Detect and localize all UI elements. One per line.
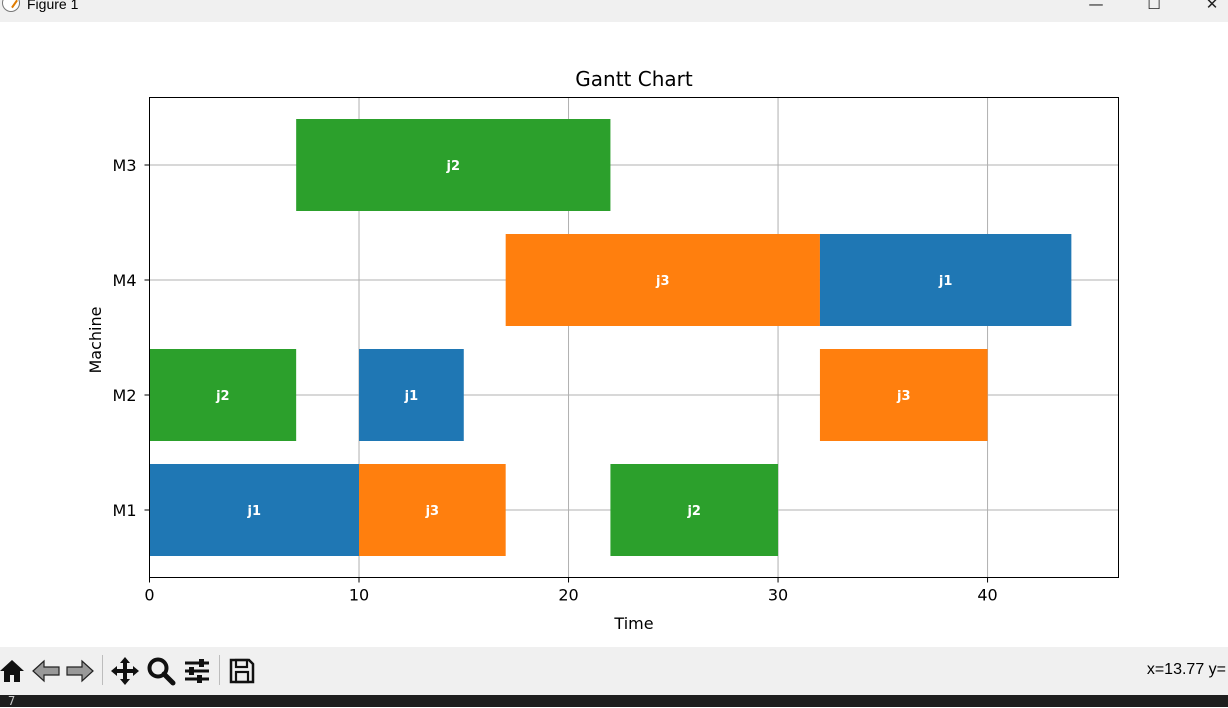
task-bar-m4-j1 (819, 234, 1072, 326)
y-tick-label: M1 (113, 501, 137, 520)
task-bar-label: j3 (896, 389, 911, 404)
figure-canvas[interactable]: Gantt Chart Time Machine j1 j3 j2 j2 j1 j3 j3 j… (0, 22, 1228, 647)
task-bar-label: j2 (446, 159, 461, 174)
plot-frame (149, 97, 1119, 578)
matplotlib-app-icon (2, 0, 20, 12)
task-bar-label: j2 (686, 504, 701, 519)
y-tick-label: M4 (113, 271, 137, 290)
task-bar-m4-j3 (505, 234, 820, 326)
x-tick-label: 30 (768, 586, 788, 605)
task-bar-label: j2 (215, 389, 230, 404)
chart-title: Gantt Chart (575, 67, 693, 91)
axis-ticks: 0 10 20 30 40 M1 M2 M4 M3 (113, 156, 998, 605)
home-icon[interactable] (0, 655, 28, 687)
close-button[interactable]: ✕ (1205, 0, 1219, 13)
task-bar-label: j1 (246, 504, 261, 519)
forward-icon[interactable] (64, 655, 96, 687)
minimize-button[interactable]: — (1088, 0, 1104, 13)
title-bar: Figure 1 — ☐ ✕ (0, 0, 1228, 22)
navigation-toolbar: x=13.77 y= (0, 647, 1228, 695)
task-bars: j1 j3 j2 j2 j1 j3 j3 j1 j2 (149, 119, 1072, 556)
x-tick-label: 10 (349, 586, 369, 605)
task-bar-m1-j3 (359, 464, 506, 556)
toolbar-separator (102, 655, 103, 685)
task-bar-m2-j3 (819, 349, 988, 441)
x-axis-label: Time (613, 614, 653, 633)
x-tick-label: 20 (558, 586, 578, 605)
y-tick-label: M2 (113, 386, 137, 405)
x-tick-label: 40 (977, 586, 997, 605)
task-bar-m3-j2 (296, 119, 611, 211)
zoom-icon[interactable] (145, 655, 177, 687)
y-axis-label: Machine (86, 307, 105, 374)
task-bar-m1-j2 (610, 464, 779, 556)
y-tick-label: M3 (113, 156, 137, 175)
task-bar-label: j1 (404, 389, 419, 404)
task-bar-m2-j1 (359, 349, 464, 441)
configure-subplots-icon[interactable] (181, 655, 213, 687)
task-bar-label: j1 (938, 274, 953, 289)
save-icon[interactable] (226, 655, 258, 687)
console-text: 7 (8, 694, 16, 708)
window-title: Figure 1 (27, 0, 79, 12)
task-bar-m1-j1 (149, 464, 360, 556)
console-strip: 7 (0, 695, 1228, 707)
toolbar-separator (219, 655, 220, 685)
cursor-coordinates: x=13.77 y= (1146, 661, 1226, 678)
maximize-button[interactable]: ☐ (1147, 0, 1161, 13)
task-bar-m2-j2 (149, 349, 297, 441)
task-bar-label: j3 (425, 504, 440, 519)
x-tick-label: 0 (144, 586, 154, 605)
back-icon[interactable] (30, 655, 62, 687)
task-bar-label: j3 (655, 274, 670, 289)
pan-icon[interactable] (109, 655, 141, 687)
